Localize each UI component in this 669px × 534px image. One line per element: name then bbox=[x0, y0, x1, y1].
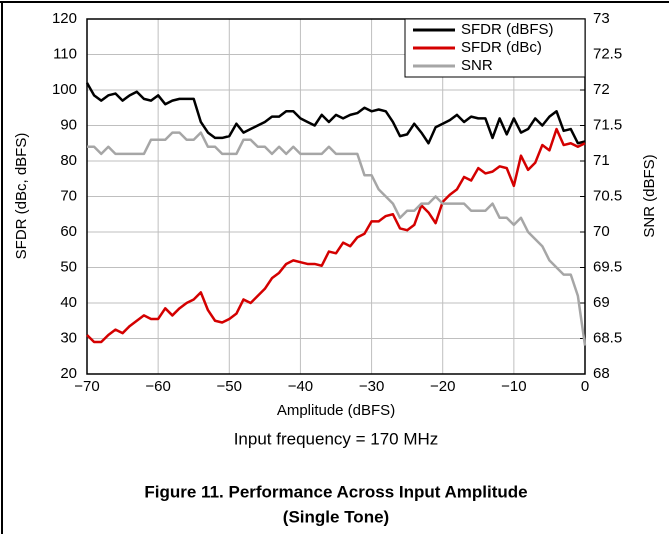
caption-line: (Single Tone) bbox=[283, 507, 389, 526]
x-tick-label: −30 bbox=[359, 378, 384, 395]
series-line bbox=[87, 131, 587, 346]
y-tick-label: 110 bbox=[53, 45, 77, 62]
y2-tick-label: 71.5 bbox=[593, 116, 622, 133]
y2-tick-label: 71 bbox=[593, 152, 610, 169]
y2-tick-label: 70.5 bbox=[593, 187, 622, 204]
y-tick-label: 50 bbox=[60, 258, 77, 275]
y-tick-label: 40 bbox=[60, 294, 77, 311]
legend-label: SFDR (dBFS) bbox=[461, 21, 554, 38]
x-axis-label: Amplitude (dBFS) bbox=[277, 402, 395, 419]
y-tick-label: 120 bbox=[52, 10, 77, 27]
x-tick-label: 0 bbox=[581, 378, 589, 395]
y2-tick-label: 72 bbox=[593, 81, 610, 98]
y-axis-label: SFDR (dBc, dBFS) bbox=[13, 133, 30, 260]
y-tick-label: 60 bbox=[60, 223, 77, 240]
note: Input frequency = 170 MHz bbox=[234, 429, 439, 448]
y-tick-label: 70 bbox=[60, 187, 77, 204]
x-tick-label: −70 bbox=[74, 378, 99, 395]
y-tick-label: 90 bbox=[60, 116, 77, 133]
y-tick-label: 100 bbox=[52, 81, 77, 98]
y-tick-label: 30 bbox=[60, 329, 77, 346]
series-line bbox=[86, 127, 586, 344]
x-tick-label: −60 bbox=[145, 378, 170, 395]
y2-tick-label: 70 bbox=[593, 223, 610, 240]
y2-tick-label: 68.5 bbox=[593, 329, 622, 346]
legend-label: SFDR (dBc) bbox=[461, 39, 542, 56]
y2-axis-label: SNR (dBFS) bbox=[641, 154, 658, 237]
y2-tick-label: 69 bbox=[593, 294, 610, 311]
legend-label: SNR bbox=[461, 57, 493, 74]
x-tick-label: −10 bbox=[501, 378, 526, 395]
x-tick-label: −40 bbox=[288, 378, 313, 395]
x-tick-label: −50 bbox=[217, 378, 242, 395]
caption-line: Figure 11. Performance Across Input Ampl… bbox=[144, 482, 527, 501]
series-line bbox=[85, 82, 586, 145]
y2-tick-label: 73 bbox=[593, 10, 610, 27]
plot-frame bbox=[86, 18, 586, 375]
y2-tick-label: 72.5 bbox=[593, 45, 622, 62]
y2-tick-label: 69.5 bbox=[593, 258, 622, 275]
y-tick-label: 20 bbox=[60, 365, 77, 382]
y2-tick-label: 68 bbox=[593, 365, 610, 382]
y-tick-label: 80 bbox=[60, 152, 77, 169]
x-tick-label: −20 bbox=[430, 378, 455, 395]
